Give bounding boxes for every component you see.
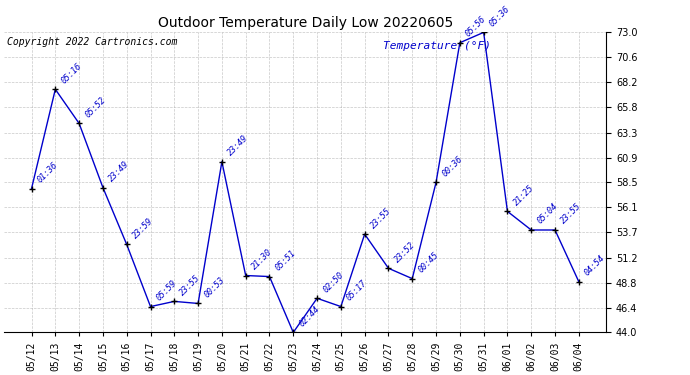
Text: 05:04: 05:04 bbox=[535, 202, 560, 226]
Text: 05:16: 05:16 bbox=[59, 61, 83, 85]
Text: 01:36: 01:36 bbox=[36, 160, 60, 184]
Text: Copyright 2022 Cartronics.com: Copyright 2022 Cartronics.com bbox=[7, 37, 177, 47]
Text: 04:54: 04:54 bbox=[583, 254, 607, 278]
Text: 21:25: 21:25 bbox=[511, 183, 535, 207]
Text: 23:55: 23:55 bbox=[369, 206, 393, 230]
Text: 05:36: 05:36 bbox=[488, 4, 512, 28]
Text: 02:50: 02:50 bbox=[322, 270, 345, 294]
Text: 05:59: 05:59 bbox=[155, 278, 179, 302]
Text: 21:30: 21:30 bbox=[250, 248, 274, 272]
Text: 23:49: 23:49 bbox=[107, 159, 131, 183]
Text: 23:55: 23:55 bbox=[559, 202, 583, 226]
Text: 23:49: 23:49 bbox=[226, 134, 250, 158]
Text: 02:44: 02:44 bbox=[297, 304, 322, 328]
Text: 05:51: 05:51 bbox=[274, 248, 297, 272]
Text: 05:17: 05:17 bbox=[345, 278, 369, 302]
Text: 00:36: 00:36 bbox=[440, 154, 464, 178]
Text: 00:53: 00:53 bbox=[202, 275, 226, 299]
Title: Outdoor Temperature Daily Low 20220605: Outdoor Temperature Daily Low 20220605 bbox=[157, 16, 453, 30]
Text: Temperature (°F): Temperature (°F) bbox=[384, 41, 491, 51]
Text: 00:45: 00:45 bbox=[417, 251, 440, 274]
Text: 05:56: 05:56 bbox=[464, 15, 488, 39]
Text: 23:52: 23:52 bbox=[393, 240, 417, 264]
Text: 23:59: 23:59 bbox=[131, 216, 155, 240]
Text: 05:52: 05:52 bbox=[83, 95, 108, 119]
Text: 23:55: 23:55 bbox=[179, 273, 202, 297]
